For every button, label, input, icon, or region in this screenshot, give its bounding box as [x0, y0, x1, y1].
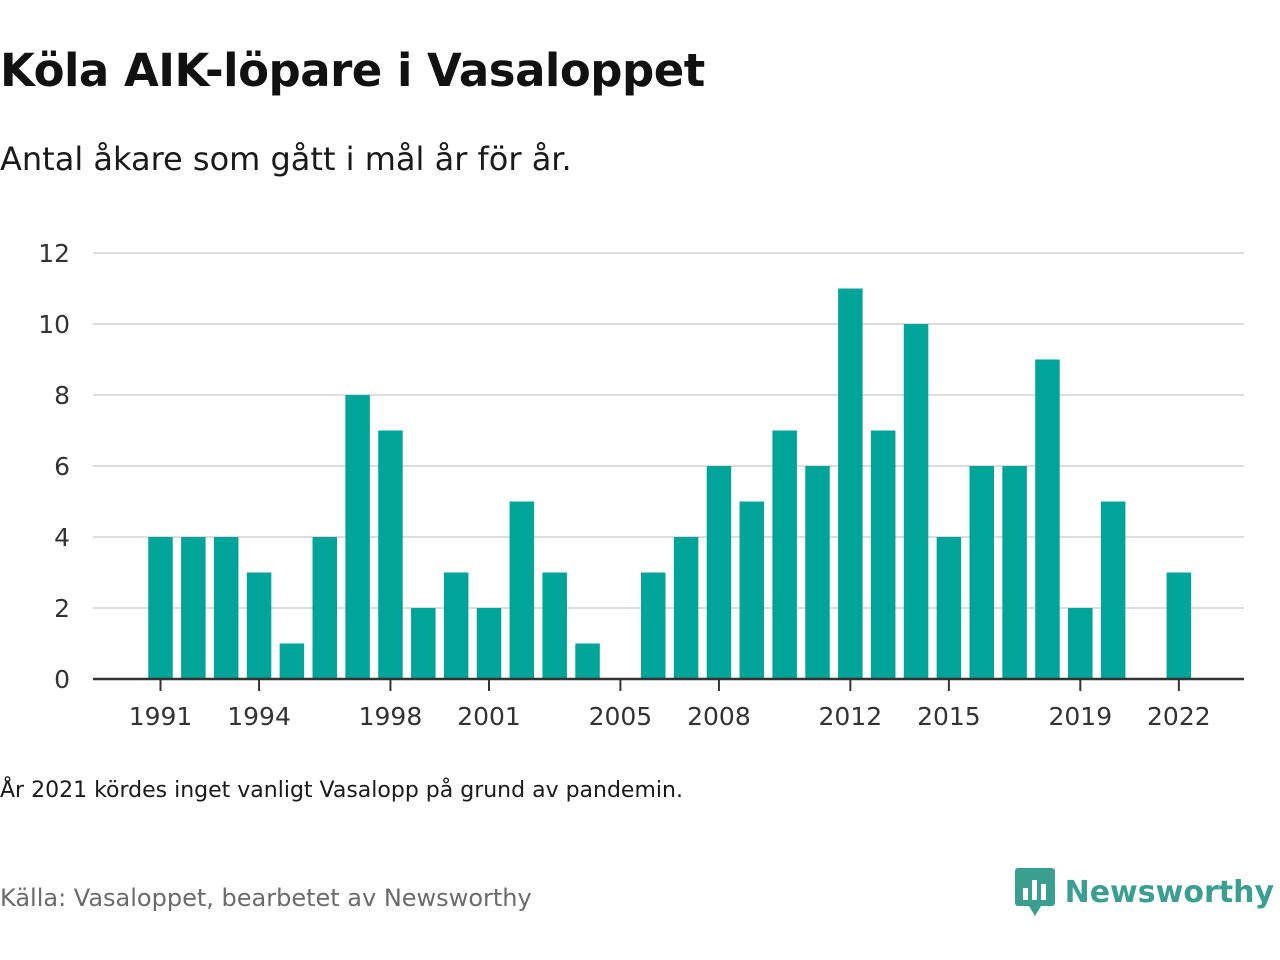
bar-2014[interactable]: [903, 324, 929, 679]
bar-2011[interactable]: [805, 466, 830, 679]
bar-2022[interactable]: [1166, 572, 1192, 680]
bar-1998[interactable]: [378, 430, 403, 680]
x-tick-label: 2008: [687, 702, 751, 731]
bar-2020[interactable]: [1100, 501, 1126, 680]
x-tick-label: 2015: [917, 702, 981, 731]
bar-2015[interactable]: [936, 537, 962, 679]
bar-2016[interactable]: [969, 466, 995, 679]
bar-2018[interactable]: [1035, 359, 1060, 680]
x-tick-label: 2001: [457, 702, 521, 731]
bar-1995[interactable]: [279, 643, 305, 680]
bar-2004[interactable]: [575, 643, 600, 680]
brand-name: Newsworthy: [1064, 874, 1274, 910]
bar-2007[interactable]: [673, 537, 699, 679]
x-tick-label: 1991: [129, 702, 193, 731]
source-credit: Källa: Vasaloppet, bearbetet av Newswort…: [0, 884, 532, 912]
x-tick-label: 2022: [1147, 702, 1211, 731]
bar-2003[interactable]: [542, 572, 567, 680]
y-tick-label: 12: [38, 239, 70, 268]
footnote: År 2021 kördes inget vanligt Vasalopp på…: [0, 778, 683, 803]
page-subtitle: Antal åkare som gått i mål år för år.: [0, 140, 572, 178]
bar-2019[interactable]: [1068, 608, 1093, 679]
bar-2001[interactable]: [476, 608, 502, 679]
x-tick-label: 1994: [227, 702, 291, 731]
y-tick-label: 6: [54, 452, 70, 481]
x-tick-label: 2005: [589, 702, 653, 731]
bar-2017[interactable]: [1002, 466, 1027, 679]
bar-1991[interactable]: [148, 537, 173, 679]
bar-1992[interactable]: [181, 537, 206, 679]
x-tick-label: 1998: [359, 702, 423, 731]
bar-1997[interactable]: [345, 395, 370, 679]
y-tick-label: 0: [54, 665, 70, 694]
bar-2000[interactable]: [443, 572, 469, 680]
bar-2009[interactable]: [739, 501, 765, 680]
y-tick-label: 10: [38, 310, 70, 339]
y-tick-label: 8: [54, 381, 70, 410]
newsworthy-logo-icon: [1014, 868, 1055, 916]
bar-1994[interactable]: [246, 572, 272, 680]
bar-chart: 0 2 4 6 8 10 12 1991 1994 1998 2001 2005 2008 2012 201…: [38, 239, 1244, 731]
bar-2010[interactable]: [772, 430, 797, 680]
y-tick-label: 4: [54, 523, 70, 552]
brand-logo[interactable]: Newsworthy: [1014, 868, 1274, 916]
page-title: Köla AIK-löpare i Vasaloppet: [0, 44, 705, 97]
bar-2006[interactable]: [641, 572, 666, 680]
bar-1999[interactable]: [411, 608, 436, 679]
bar-2012[interactable]: [838, 288, 863, 680]
x-tick-label: 2012: [819, 702, 883, 731]
x-tick-label: 2019: [1048, 702, 1112, 731]
y-tick-label: 2: [54, 594, 70, 623]
bar-1993[interactable]: [213, 537, 239, 679]
bar-2008[interactable]: [706, 466, 732, 679]
bar-1996[interactable]: [312, 537, 338, 679]
bar-2002[interactable]: [509, 501, 535, 680]
bar-2013[interactable]: [870, 430, 896, 680]
